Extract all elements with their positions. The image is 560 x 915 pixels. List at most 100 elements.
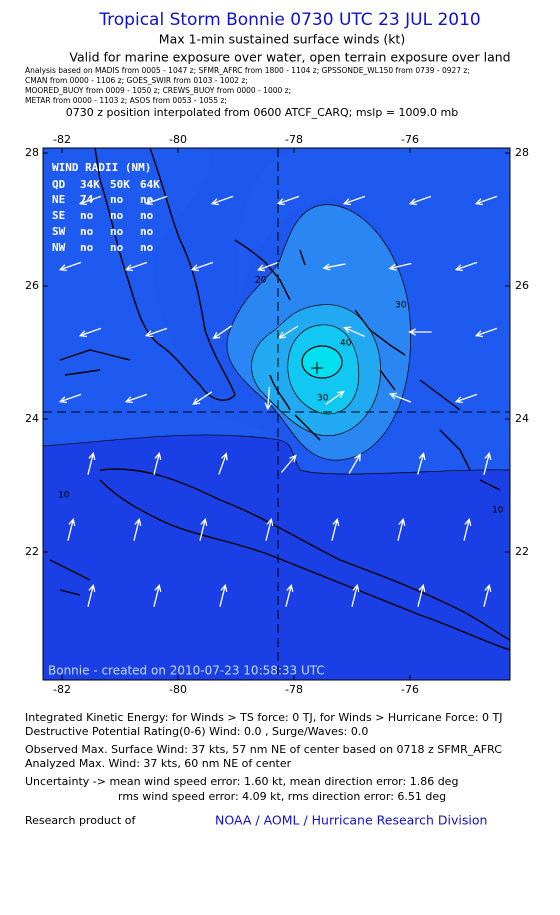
wind-arrow [58, 393, 82, 404]
wind-arrow [388, 392, 412, 403]
wind-radii-cell: no [110, 209, 124, 222]
footer-line: rms wind speed error: 4.09 kt, rms direc… [118, 790, 446, 803]
contour-label: 40 [340, 339, 352, 349]
wind-radii-header: 64K [140, 178, 160, 191]
wind-arrow [190, 261, 214, 272]
analysis-line: METAR from 0000 - 1103 z; ASOS from 0053… [25, 96, 227, 105]
wind-radii-header: QD [52, 178, 66, 191]
lat-tick-label: 24 [25, 412, 39, 425]
wind-arrow [264, 386, 272, 411]
wind-arrow [417, 583, 426, 607]
lon-tick-label: -80 [169, 133, 187, 146]
wind-arrow [348, 453, 361, 474]
link[interactable]: NOAA / AOML / Hurricane Research Divisio… [215, 813, 487, 828]
wind-radii-header: 34K [80, 178, 100, 191]
wind-arrow [454, 393, 478, 404]
wind-arrow [212, 325, 233, 340]
lat-tick-label: 26 [25, 279, 39, 292]
wind-arrow [322, 263, 346, 271]
wind-arrow [325, 390, 345, 405]
wind-arrow [87, 583, 96, 607]
lon-tick-label: -76 [401, 133, 419, 146]
wind-radii-table: WIND RADII (NM) QD 34K 50K 64K NE 74 no no SE no n… [52, 161, 160, 254]
wind-arrow [78, 195, 102, 206]
wind-radii-cell: no [80, 209, 94, 222]
wind-arrow [218, 452, 228, 475]
footer-line: Analyzed Max. Wind: 37 kts, 60 nm NE of … [25, 757, 292, 770]
lat-tick-label: 26 [515, 279, 529, 292]
map: 20 30 30 40 10 10 WIND RADII (NM) QD 34K 5… [43, 148, 510, 680]
wind-radii-cell: no [140, 225, 154, 238]
wind-arrow [78, 327, 102, 338]
wind-radii-cell: no [140, 241, 154, 254]
wind-arrow [153, 583, 162, 607]
wind-radii-cell: no [110, 193, 124, 206]
wind-radii-cell: no [110, 225, 124, 238]
wind-radii-cell: NE [52, 193, 65, 206]
analysis-line: MOORED_BUOY from 0009 - 1050 z; CREWS_BU… [25, 86, 291, 95]
wind-radii-title: WIND RADII (NM) [52, 161, 151, 174]
wind-arrow [124, 393, 148, 404]
wind-arrow [280, 454, 297, 473]
lon-tick-label: -82 [53, 683, 71, 696]
wind-arrow [276, 195, 300, 206]
lat-tick-label: 28 [515, 146, 529, 159]
wind-arrow [397, 517, 406, 541]
wind-arrow [388, 262, 412, 271]
lon-tick-label: -76 [401, 683, 419, 696]
footer-line: Destructive Potential Rating(0-6) Wind: … [25, 725, 368, 738]
footer-line: Uncertainty -> mean wind speed error: 1.… [25, 775, 458, 788]
position-note: 0730 z position interpolated from 0600 A… [66, 106, 458, 119]
map-frame [42, 147, 511, 681]
credit: Research product of [25, 814, 136, 827]
wind-arrow [153, 451, 162, 475]
wind-arrow [192, 391, 213, 405]
wind-arrow [278, 325, 299, 339]
wind-arrow [474, 327, 498, 338]
axis-ticks: -82 -82 -80 -80 -78 -78 -76 -76 22 22 24 24 26 26 28 28 [25, 133, 529, 696]
wind-arrow [343, 326, 365, 338]
lat-tick-label: 24 [515, 412, 529, 425]
wind-arrow [483, 583, 492, 607]
wind-arrow [285, 583, 294, 607]
contour-label: 30 [317, 394, 329, 404]
wind-arrow [417, 452, 426, 475]
validity: Valid for marine exposure over water, op… [69, 50, 510, 65]
wind-arrow [124, 261, 148, 272]
wind-arrow [256, 261, 280, 272]
wind-arrow [144, 195, 168, 206]
contour-label: 10 [492, 506, 504, 516]
lon-tick-label: -82 [53, 133, 71, 146]
wind-radii-cell: 74 [80, 193, 94, 206]
coastline [49, 148, 510, 651]
wind-arrow [351, 583, 360, 607]
wind-arrow [265, 517, 274, 541]
lat-tick-label: 28 [25, 146, 39, 159]
lat-tick-label: 22 [25, 545, 39, 558]
footer-line: Observed Max. Surface Wind: 37 kts, 57 n… [25, 743, 502, 756]
contour-label: 20 [255, 276, 267, 286]
wind-arrow [133, 517, 142, 541]
contour-label: 10 [58, 491, 70, 501]
contour-max [301, 345, 343, 379]
wind-radii-cell: NW [52, 241, 66, 254]
wind-arrow [463, 517, 472, 541]
wind-arrows [58, 195, 498, 607]
wind-radii-cell: no [80, 225, 94, 238]
wind-arrow [87, 451, 96, 475]
wind-radii-header: 50K [110, 178, 130, 191]
footer-line: Integrated Kinetic Energy: for Winds > T… [25, 711, 503, 724]
title: Tropical Storm Bonnie 0730 UTC 23 JUL 20… [98, 10, 480, 30]
lat-tick-label: 22 [515, 545, 529, 558]
wind-arrow [331, 517, 340, 541]
lon-tick-label: -78 [285, 683, 303, 696]
wind-radii-cell: SE [52, 209, 65, 222]
wind-radii-cell: no [80, 241, 94, 254]
storm-center [311, 362, 323, 374]
wind-arrow [67, 517, 76, 541]
wind-arrow [454, 261, 478, 272]
wind-arrow [483, 451, 492, 475]
wind-radii-cell: no [110, 241, 124, 254]
subtitle: Max 1-min sustained surface winds (kt) [159, 32, 405, 47]
